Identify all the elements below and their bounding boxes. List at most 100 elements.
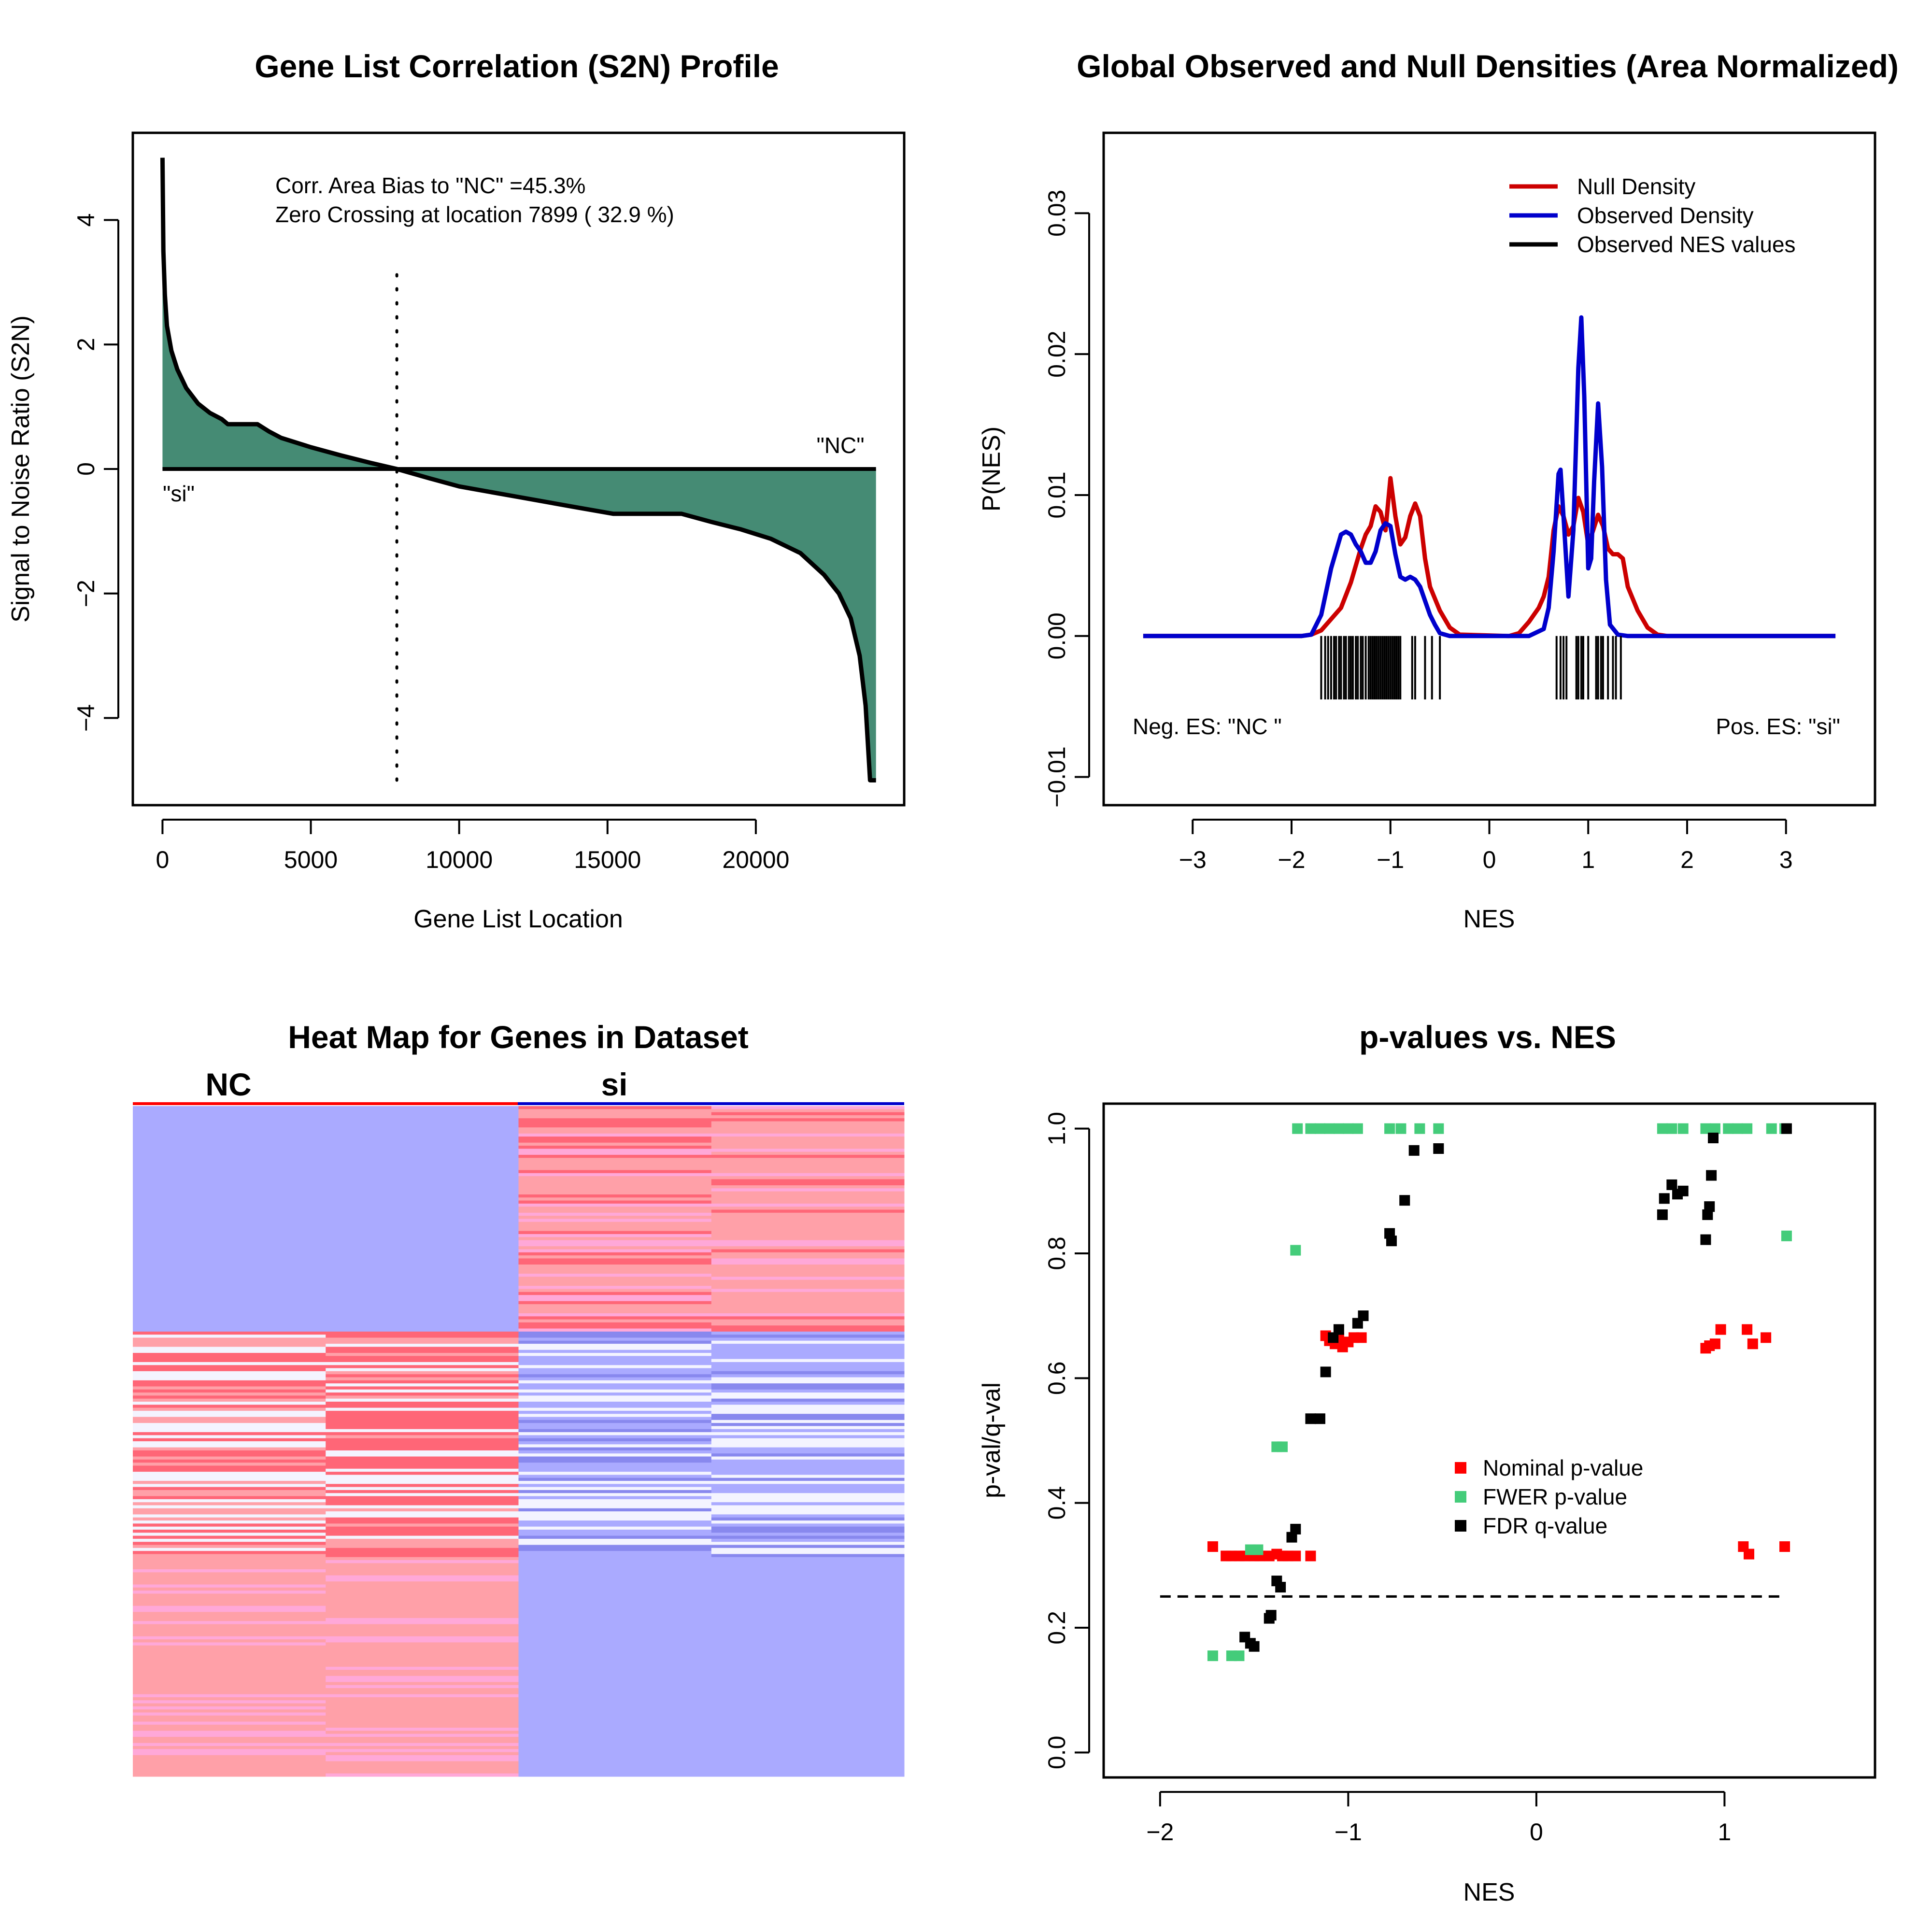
heatmap-cell [133,1429,326,1433]
heatmap-cell [326,1252,519,1256]
nominal-p-point [1779,1541,1790,1552]
heatmap-cell [326,1188,519,1192]
heatmap-cell [518,1386,712,1390]
heatmap-cell [133,1749,326,1753]
heatmap-cell [326,1523,519,1527]
density-y-tick-label: 0.00 [1043,612,1070,659]
heatmap-cell [518,1121,712,1125]
heatmap-cell [326,1740,519,1744]
heatmap-cell [711,1133,905,1137]
heatmap-cell [518,1603,712,1606]
fdr-q-point [1265,1610,1277,1621]
heatmap-cell [133,1246,326,1250]
heatmap-cell [518,1383,712,1387]
s2n-label-si: "si" [163,481,195,506]
heatmap-cell [326,1170,519,1174]
heatmap-cell [326,1158,519,1162]
heatmap-cell [133,1395,326,1399]
heatmap-cell [133,1136,326,1140]
pvalue-x-tick-label: −1 [1335,1818,1362,1846]
heatmap-cell [711,1654,905,1658]
heatmap-cell [711,1740,905,1744]
heatmap-cell [133,1633,326,1637]
heatmap-cell [326,1395,519,1399]
heatmap-cell [326,1292,519,1295]
heatmap-cell [711,1313,905,1317]
heatmap-cell [518,1146,712,1149]
fdr-q-point [1286,1532,1297,1543]
heatmap-cell [133,1612,326,1616]
heatmap-cell [711,1197,905,1201]
pvalue-y-tick-label: 0.2 [1043,1611,1070,1645]
heatmap-cell [133,1596,326,1600]
heatmap-cell [518,1572,712,1576]
density-axes: −3 −2 −1 0 1 2 3 −0.01 0.00 0.01 0.02 0.03 [1043,190,1793,873]
heatmap-cell [133,1130,326,1134]
heatmap-cell [711,1410,905,1414]
heatmap-cell [326,1761,519,1765]
heatmap-cell [711,1715,905,1719]
heatmap-cell [518,1450,712,1454]
heatmap-cell [133,1133,326,1137]
heatmap-cell [711,1377,905,1381]
heatmap-cell [326,1212,519,1216]
heatmap-cell [711,1609,905,1612]
heatmap-cell [326,1618,519,1621]
heatmap-cell [518,1289,712,1293]
heatmap-cell [711,1146,905,1149]
heatmap-cell [326,1130,519,1134]
panel-pvalues: p-values vs. NES −2 −1 0 1 0.0 0.2 0.4 0.6 0.8 1.… [978,1019,1876,1906]
heatmap-cell [518,1612,712,1616]
heatmap-cell [326,1124,519,1128]
heatmap-cell [326,1435,519,1439]
heatmap-cell [326,1356,519,1360]
heatmap-cell [518,1511,712,1515]
fdr-q-point [1657,1209,1668,1220]
heatmap-cell [711,1295,905,1298]
heatmap-cell [518,1118,712,1122]
density-annotation-pos: Pos. ES: "si" [1716,714,1840,739]
heatmap-cell [326,1554,519,1558]
heatmap-cell [711,1721,905,1725]
heatmap-cell [326,1548,519,1551]
heatmap-cell [326,1609,519,1612]
heatmap-cell [133,1142,326,1146]
heatmap-cell [133,1371,326,1375]
heatmap-cell [133,1185,326,1189]
heatmap-cell [518,1149,712,1152]
heatmap-cell [326,1505,519,1509]
heatmap-cell [133,1438,326,1442]
heatmap-cell [133,1362,326,1365]
heatmap-cell [518,1444,712,1448]
heatmap-cell [326,1545,519,1548]
heatmap-cell [326,1344,519,1347]
heatmap-cell [133,1313,326,1317]
heatmap-cell [518,1267,712,1271]
heatmap-cell [518,1426,712,1430]
heatmap-cell [133,1124,326,1128]
heatmap-cell [518,1663,712,1667]
heatmap-cell [518,1533,712,1536]
heatmap-cell [518,1282,712,1286]
heatmap-cell [518,1526,712,1530]
heatmap-cell [326,1274,519,1277]
density-x-tick-label: −1 [1377,846,1404,873]
heatmap-cell [326,1475,519,1478]
heatmap-cell [711,1627,905,1631]
heatmap-cell [326,1322,519,1326]
heatmap-cell [326,1151,519,1155]
heatmap-cell [326,1423,519,1426]
heatmap-cell [711,1685,905,1689]
heatmap-cell [711,1514,905,1518]
heatmap-cell [711,1755,905,1759]
heatmap-cell [326,1383,519,1387]
fwer-p-point [1277,1441,1288,1452]
heatmap-cell [711,1149,905,1152]
heatmap-cell [326,1432,519,1435]
heatmap-cell [326,1764,519,1768]
fwer-p-point [1732,1123,1743,1134]
heatmap-cell [711,1420,905,1423]
heatmap-cell [518,1630,712,1634]
heatmap-cell [518,1398,712,1402]
heatmap-cell [326,1477,519,1481]
